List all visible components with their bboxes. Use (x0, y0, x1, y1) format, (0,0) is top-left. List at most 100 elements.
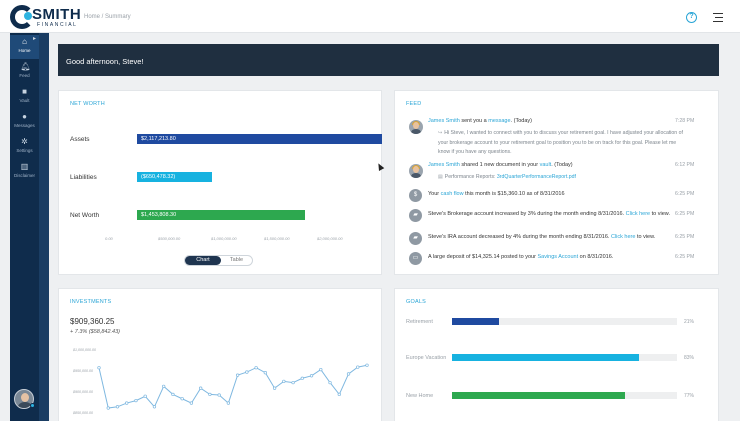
investments-data-point[interactable] (134, 398, 138, 403)
feed-suffix-text: . (Today) (510, 118, 532, 124)
net-worth-row-label: Net Worth (70, 212, 100, 219)
card-title: FEED (406, 101, 422, 107)
ira-click-here-link[interactable]: Click here (610, 234, 636, 240)
investments-data-point[interactable] (235, 373, 240, 377)
sender-link[interactable]: James Smith (428, 162, 460, 168)
chart-toggle-button[interactable]: Chart (185, 256, 221, 265)
message-preview-text: Hi Steve, I wanted to connect with you t… (438, 130, 683, 155)
investments-data-point[interactable] (208, 392, 212, 397)
investments-data-point[interactable] (309, 374, 314, 378)
investments-data-point[interactable] (115, 405, 120, 409)
investments-data-point[interactable] (328, 380, 332, 385)
sidebar-item-messages[interactable]: ● Messages (10, 110, 39, 134)
investments-data-point[interactable] (143, 394, 147, 398)
investments-data-point[interactable] (291, 380, 295, 385)
investments-data-point[interactable] (171, 392, 175, 397)
investments-data-point[interactable] (152, 405, 157, 409)
feed-item-text: A large deposit of $14,325.14 posted to … (428, 254, 613, 260)
sidebar-item-settings[interactable]: ✲ Settings (10, 135, 39, 159)
feed-time: 6:25 PM (675, 191, 695, 197)
feed-text-pre: A large deposit of $14,325.14 posted to … (428, 254, 538, 260)
document-link[interactable]: 3rdQuarterPerformanceReport.pdf (496, 174, 576, 180)
feed-text-post: this month is $15,360.10 as of 8/31/2016 (463, 191, 565, 197)
investments-data-point[interactable] (217, 393, 221, 397)
briefcase-icon: ▰ (409, 209, 422, 222)
investments-series-line (98, 364, 368, 409)
axis-tick-label: $1,000,000.00 (211, 236, 237, 241)
feed-time: 6:12 PM (675, 162, 695, 168)
investments-data-point[interactable] (162, 384, 166, 388)
sidebar-item-label: Messages (14, 123, 35, 128)
investments-data-point[interactable] (300, 376, 304, 380)
menu-icon[interactable] (711, 13, 723, 23)
feed-suffix-text: . (Today) (551, 162, 573, 168)
net-worth-bar[interactable]: $1,453,808.30 (137, 210, 305, 220)
avatar-body (18, 402, 32, 408)
vault-link[interactable]: vault (539, 162, 552, 168)
greeting-banner: Good afternoon, Steve! (58, 44, 719, 76)
investments-data-point[interactable] (272, 386, 277, 390)
online-status-dot (30, 403, 35, 408)
axis-tick-label: $2,000,000.00 (317, 236, 343, 241)
goal-percent: 83% (684, 355, 695, 361)
investments-data-point[interactable] (199, 386, 203, 390)
axis-tick-label: $950,000.00 (73, 369, 93, 373)
feed-time: 6:25 PM (675, 254, 695, 260)
axis-tick-label: $1,500,000.00 (264, 236, 290, 241)
goal-label: New Home (406, 393, 434, 399)
investments-data-point[interactable] (245, 370, 249, 374)
card-title: GOALS (406, 299, 426, 305)
sidebar-item-label: Disclaimer (13, 173, 35, 178)
sender-link[interactable]: James Smith (428, 118, 460, 124)
net-worth-bar[interactable]: ($650,478.32) (137, 172, 213, 182)
investments-data-point[interactable] (106, 406, 110, 410)
goal-progress-bar[interactable] (452, 318, 677, 325)
net-worth-row-label: Liabilities (70, 174, 97, 181)
sidebar-item-feed[interactable]: 🔔︎ Feed (10, 60, 39, 84)
sidebar-item-label: Settings (16, 148, 33, 153)
investments-data-point[interactable] (356, 365, 360, 369)
goal-progress-bar[interactable] (452, 392, 677, 399)
net-worth-row-label: Assets (70, 136, 90, 143)
sidebar-item-vault[interactable]: ■ Vault (10, 85, 39, 109)
document-label: Performance Reports: (444, 174, 497, 180)
chevron-right-icon[interactable]: ▸ (33, 36, 37, 42)
investments-data-point[interactable] (282, 379, 286, 384)
investments-data-point[interactable] (319, 367, 323, 372)
investments-data-point[interactable] (180, 397, 184, 401)
feed-card: FEED James Smith sent you a message. (To… (394, 90, 719, 275)
table-toggle-button[interactable]: Table (229, 257, 244, 263)
investments-data-point[interactable] (97, 366, 101, 370)
net-worth-bar[interactable]: $2,117,213.80 (137, 134, 382, 144)
investments-line-chart (97, 363, 369, 410)
investments-data-point[interactable] (254, 366, 258, 370)
message-link[interactable]: message (488, 118, 511, 124)
feed-text-pre: Steve's Brokerage account increased by 3… (428, 211, 626, 217)
axis-tick-label: $850,000.00 (73, 411, 93, 415)
net-worth-card: NET WORTH Assets $2,117,213.80 Liabilities… (58, 90, 382, 275)
feed-text-post: to view. (650, 211, 670, 217)
smith-financial-logo[interactable]: SMITH FINANCIAL (10, 5, 81, 31)
feed-item-text: James Smith shared 1 new document in you… (428, 162, 573, 168)
feed-text-post: on 8/31/2016. (578, 254, 614, 260)
goal-label: Retirement (406, 319, 433, 325)
investments-data-point[interactable] (226, 401, 231, 405)
savings-account-link[interactable]: Savings Account (537, 254, 579, 260)
investments-data-point[interactable] (263, 371, 267, 375)
feed-action-text: sent you a (459, 118, 489, 124)
sidebar-item-home[interactable]: ⌂ Home (10, 35, 39, 59)
goal-progress-bar[interactable] (452, 354, 677, 361)
avatar[interactable] (14, 389, 34, 409)
investments-data-point[interactable] (337, 392, 341, 397)
sidebar-item-disclaimer[interactable]: ▥ Disclaimer (10, 160, 39, 184)
brokerage-click-here-link[interactable]: Click here (625, 211, 651, 217)
breadcrumb: Home / Summary (84, 14, 131, 20)
investments-data-point[interactable] (189, 401, 194, 405)
investments-data-point[interactable] (365, 363, 369, 367)
investments-data-point[interactable] (346, 372, 351, 376)
investments-data-point[interactable] (125, 401, 129, 405)
avatar-face (413, 166, 419, 173)
chart-table-toggle: Chart Table (184, 255, 253, 266)
help-icon[interactable]: ? (686, 12, 697, 23)
cash-flow-link[interactable]: cash flow (440, 191, 464, 197)
